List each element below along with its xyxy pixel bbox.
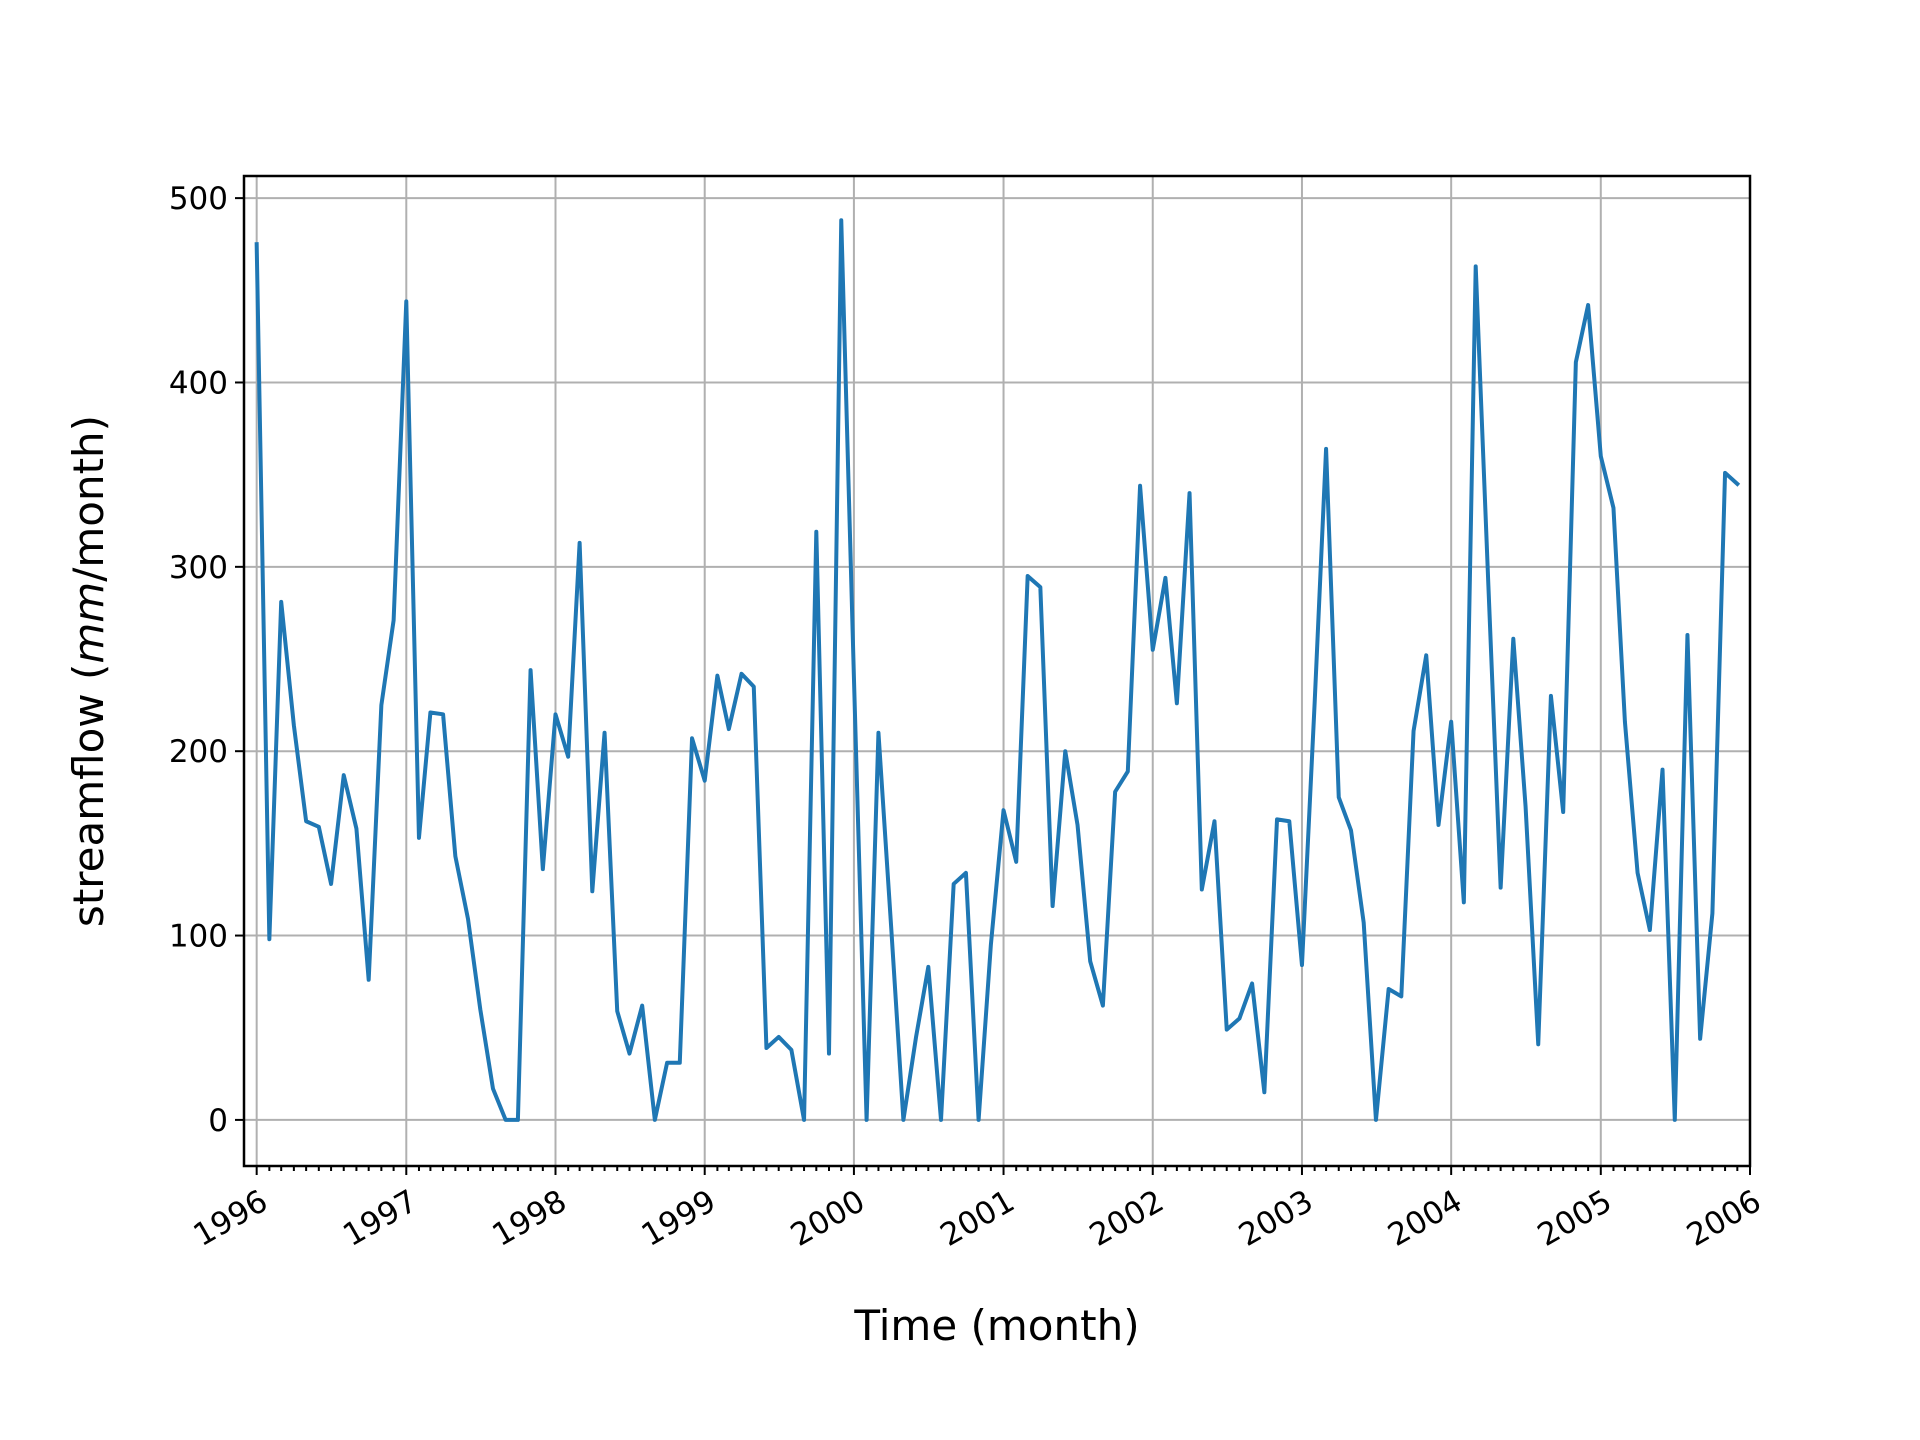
x-tick-label: 1998 [486,1183,572,1254]
y-tick-label: 200 [169,734,228,770]
x-tick-label: 1996 [188,1183,274,1254]
x-tick-label: 2005 [1532,1183,1618,1254]
y-axis-label-prefix: streamflow ( [64,664,113,927]
y-axis-label-suffix: /month) [64,415,113,582]
x-tick-label: 2004 [1382,1183,1468,1254]
grid [244,176,1751,1166]
y-axis-label: streamflow (mm/month) [64,415,113,927]
x-axis-label: Time (month) [853,1301,1139,1350]
x-tick-label: 2003 [1233,1183,1319,1254]
x-tick-label: 2006 [1681,1183,1767,1254]
plot-frame [242,174,1752,1168]
x-axis: 1996 1997 1998 1999 2000 2001 2002 2003 2004 2005… [188,1166,1767,1254]
y-tick-label: 0 [208,1103,228,1139]
y-tick-label: 100 [169,919,228,955]
x-tick-label: 1997 [337,1183,423,1254]
x-tick-label: 2000 [785,1183,871,1254]
x-tick-label: 1999 [636,1183,722,1254]
series-group [254,218,1741,1122]
y-tick-label: 300 [169,550,228,586]
y-tick-label: 400 [169,365,228,401]
y-axis: 0 100 200 300 400 500 [169,181,244,1139]
x-tick-label: 2002 [1084,1183,1170,1254]
x-tick-label: 2001 [934,1183,1020,1254]
y-tick-label: 500 [169,181,228,217]
y-axis-label-unit: mm [64,582,113,664]
series-line [254,218,1741,1122]
